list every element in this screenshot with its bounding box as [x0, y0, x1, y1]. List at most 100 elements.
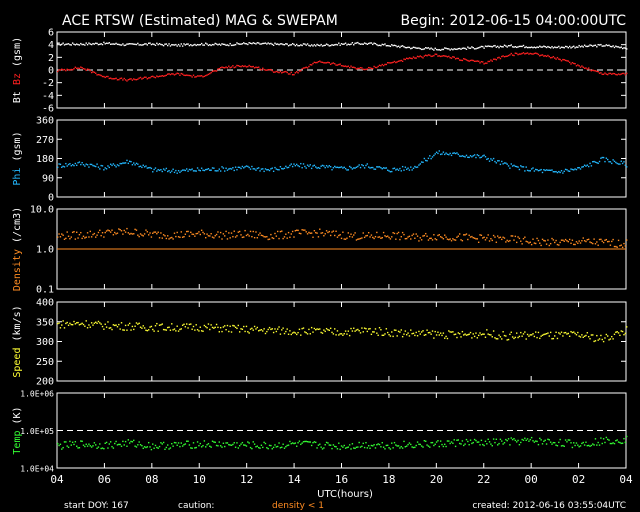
bz-point — [150, 75, 153, 78]
bz-point — [226, 67, 229, 69]
bt-point — [127, 43, 130, 45]
density-point — [488, 240, 491, 242]
temp-point — [593, 444, 595, 446]
phi-point — [234, 166, 237, 168]
temp-point — [324, 444, 326, 446]
bz-point — [568, 61, 571, 64]
bt-point — [537, 46, 540, 49]
density-point — [97, 231, 100, 234]
density-point — [530, 243, 533, 246]
speed-point — [395, 329, 397, 331]
temp-point — [213, 441, 215, 443]
speed-point — [209, 328, 211, 331]
density-point — [363, 236, 366, 239]
speed-point — [422, 330, 424, 332]
speed-point — [517, 336, 519, 339]
phi-point — [134, 164, 136, 166]
mag-ytick-label: -4 — [42, 91, 54, 102]
phi-point — [275, 168, 278, 170]
bt-point — [203, 44, 206, 46]
series-temp — [57, 435, 628, 451]
density-point — [67, 235, 70, 237]
bt-point — [282, 43, 284, 46]
bt-point — [502, 46, 504, 48]
density-point — [264, 236, 267, 238]
temp-point — [445, 445, 447, 448]
bt-point — [604, 45, 606, 47]
density-point — [401, 231, 404, 234]
speed-point — [543, 333, 545, 336]
phi-point — [620, 160, 622, 162]
density-point — [410, 238, 412, 240]
density-point — [324, 233, 326, 235]
phi-point — [351, 168, 354, 170]
bz-point — [439, 55, 442, 58]
phi-point — [118, 164, 120, 167]
bt-point — [61, 43, 63, 46]
density-point — [430, 237, 432, 239]
bz-point — [116, 79, 119, 81]
bt-point — [570, 47, 572, 49]
phi-point — [217, 170, 219, 172]
speed-point — [457, 332, 460, 334]
speed-point — [268, 326, 271, 329]
bz-point — [177, 72, 180, 75]
bz-point — [119, 77, 121, 80]
temp-point — [293, 442, 295, 445]
speed-point — [298, 328, 301, 331]
temp-point — [77, 447, 79, 449]
phi-point — [344, 167, 347, 170]
bt-point — [158, 43, 161, 45]
phi-point — [233, 169, 235, 172]
temp-point — [138, 441, 140, 443]
bt-point — [374, 42, 377, 45]
mag-ytick-label: -2 — [42, 78, 54, 89]
speed-ytick-label: 400 — [36, 298, 54, 309]
phi-point — [203, 169, 206, 172]
density-point — [463, 234, 465, 236]
bz-point — [377, 65, 379, 68]
temp-point — [123, 444, 125, 446]
temp-point — [100, 447, 102, 450]
bt-point — [344, 42, 347, 44]
phi-point — [507, 165, 510, 167]
bt-point — [521, 45, 523, 48]
density-point — [90, 236, 93, 238]
speed-point — [528, 335, 530, 337]
bt-point — [513, 46, 515, 48]
temp-point — [331, 447, 333, 450]
speed-point — [316, 328, 318, 330]
mag-ytick-label: 6 — [48, 28, 54, 39]
phi-point — [168, 169, 170, 172]
speed-point — [285, 330, 287, 333]
bt-point — [496, 45, 499, 48]
density-point — [446, 238, 449, 240]
temp-point — [476, 441, 479, 443]
speed-ytick-label: 300 — [36, 337, 54, 348]
speed-point — [469, 331, 472, 334]
bz-point — [142, 77, 144, 79]
speed-point — [551, 338, 553, 340]
bz-point — [217, 68, 219, 70]
density-point — [232, 235, 234, 238]
phi-point — [252, 168, 254, 170]
bt-point — [90, 43, 93, 46]
temp-point — [386, 444, 389, 447]
phi-point — [472, 155, 474, 157]
speed-point — [452, 331, 454, 333]
density-point — [152, 232, 154, 234]
phi-point — [479, 156, 481, 159]
density-point — [490, 238, 492, 240]
speed-point — [554, 335, 556, 337]
bz-point — [361, 67, 363, 69]
bz-point — [526, 52, 529, 54]
speed-point — [328, 329, 330, 332]
speed-point — [77, 321, 79, 324]
bz-point — [300, 70, 302, 72]
density-point — [507, 240, 510, 243]
temp-point — [104, 442, 106, 444]
density-point — [134, 228, 136, 231]
density-point — [187, 230, 189, 233]
speed-point — [274, 328, 276, 330]
bz-point — [329, 63, 332, 66]
